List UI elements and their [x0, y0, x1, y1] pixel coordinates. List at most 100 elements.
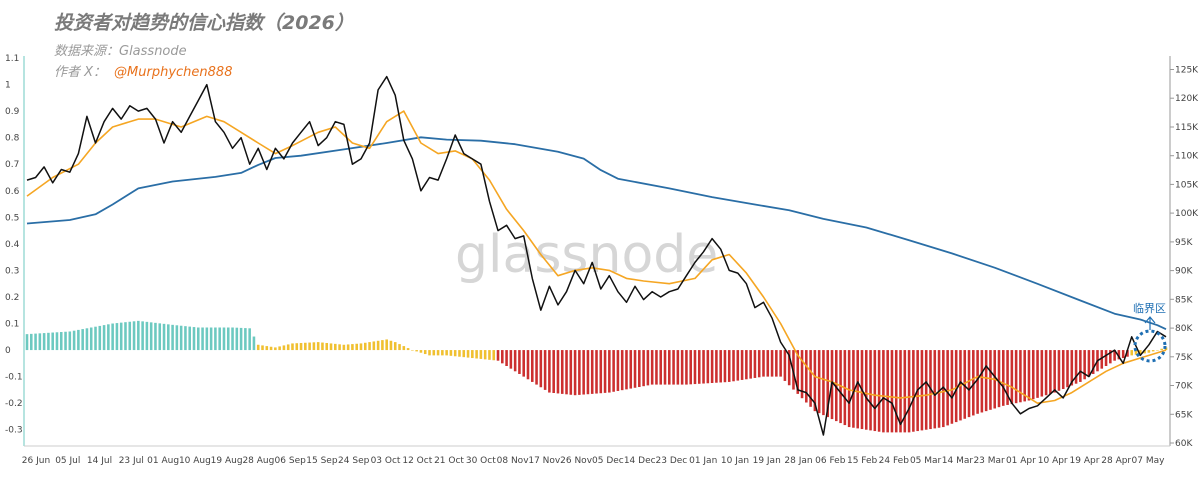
histogram-bar [869, 350, 872, 431]
x-tick-label: 10 Jan [721, 456, 749, 466]
histogram-bar [822, 350, 825, 416]
histogram-bar [629, 350, 633, 389]
y-right-tick-label: 60K [1175, 439, 1193, 449]
y-left-tick-label: 0.1 [5, 320, 19, 330]
histogram-bar [376, 340, 380, 351]
histogram-bar [933, 350, 937, 429]
y-right-tick-label: 110K [1175, 152, 1199, 162]
histogram-bar [890, 350, 894, 433]
histogram-bar [274, 347, 277, 351]
y-left-tick-label: 0.6 [5, 187, 20, 197]
histogram-bar [239, 327, 243, 351]
histogram-bar [1044, 350, 1048, 396]
x-tick-label: 12 Oct [402, 456, 432, 466]
histogram-bar [757, 350, 761, 378]
histogram-bar [1036, 350, 1039, 398]
histogram-bar [346, 344, 350, 351]
critical-zone-annotation: 临界区 [1133, 301, 1167, 363]
histogram-bar [1160, 348, 1163, 351]
histogram-bar [638, 350, 641, 387]
histogram-bar [685, 350, 688, 385]
histogram-bar [715, 350, 718, 383]
histogram-bar [693, 350, 697, 385]
histogram-bar [149, 322, 153, 351]
x-tick-label: 19 Apr [1070, 456, 1100, 466]
x-tick-label: 15 Sep [306, 456, 338, 466]
histogram-bar [385, 339, 388, 351]
histogram-bar [81, 329, 84, 351]
histogram-bar [94, 326, 97, 351]
histogram-bar [184, 326, 187, 351]
histogram-bar [248, 328, 251, 351]
histogram-bar [899, 350, 902, 433]
histogram-bar [1134, 350, 1138, 355]
y-right-tick-label: 100K [1175, 209, 1199, 219]
histogram-bar [449, 350, 453, 356]
histogram-bar [441, 350, 444, 356]
y-left-tick-label: -0.2 [5, 399, 23, 409]
histogram-bar [1130, 350, 1134, 356]
histogram-bar [573, 350, 577, 396]
histogram-bar [162, 323, 166, 351]
histogram-bar [1083, 350, 1086, 380]
author-handle[interactable]: @Murphychen888 [114, 65, 233, 80]
histogram-bar [68, 331, 72, 351]
histogram-bar [1057, 350, 1061, 391]
y-right-tick-label: 75K [1175, 353, 1193, 363]
y-right-tick-label: 65K [1175, 410, 1193, 420]
histogram-bar [612, 350, 615, 392]
histogram-bar [316, 342, 320, 351]
histogram-bar [226, 327, 230, 351]
histogram-bar [625, 350, 628, 390]
histogram-bar [1066, 350, 1069, 388]
histogram-bar [231, 327, 234, 351]
histogram-bar [411, 350, 414, 351]
histogram-bar [419, 350, 423, 353]
x-tick-label: 01 Aug [147, 456, 179, 466]
histogram-bar [710, 350, 714, 383]
histogram-bar [590, 350, 594, 394]
histogram-bar [282, 345, 286, 351]
histogram-bar [363, 342, 367, 351]
histogram-bar [107, 324, 110, 351]
histogram-bar [479, 350, 483, 359]
histogram-bar [847, 350, 851, 428]
x-tick-label: 01 Apr [1006, 456, 1036, 466]
histogram-bar [732, 350, 735, 382]
histogram-bar [1091, 350, 1095, 374]
histogram-bar [402, 346, 406, 351]
histogram-bar [132, 321, 136, 351]
histogram-bar [1040, 350, 1044, 397]
critical-zone-arrow [1144, 316, 1156, 330]
y-right-tick-label: 80K [1175, 324, 1193, 334]
histogram-bar [1109, 350, 1112, 364]
histogram-bar [141, 321, 144, 351]
y-left-tick-label: 0.4 [5, 240, 20, 250]
histogram-bar [1156, 350, 1159, 351]
histogram-bar [680, 350, 684, 385]
histogram-bar [1070, 350, 1074, 386]
histogram-bar [252, 336, 256, 351]
histogram-bar [102, 325, 106, 351]
histogram-bar [1113, 350, 1116, 361]
histogram-bar [30, 333, 33, 351]
critical-zone-label: 临界区 [1133, 301, 1166, 315]
author-label: 作者 X： @Murphychen888 [54, 61, 232, 80]
histogram-bar [1151, 350, 1155, 352]
histogram-bar [128, 321, 132, 351]
histogram-bar [342, 344, 346, 351]
x-tick-label: 14 Dec [624, 456, 656, 466]
histogram-bar [209, 327, 213, 351]
histogram-bar [770, 350, 774, 377]
histogram-bar [445, 350, 448, 356]
histogram-bar [398, 344, 401, 351]
y-left-tick-label: -0.1 [5, 373, 23, 383]
histogram-bar [1023, 350, 1026, 402]
histogram-bar [976, 350, 979, 414]
histogram-bar [1121, 350, 1125, 359]
histogram-bar [907, 350, 911, 433]
histogram-bar [124, 322, 127, 351]
histogram-bar [706, 350, 710, 384]
histogram-bar [620, 350, 624, 391]
